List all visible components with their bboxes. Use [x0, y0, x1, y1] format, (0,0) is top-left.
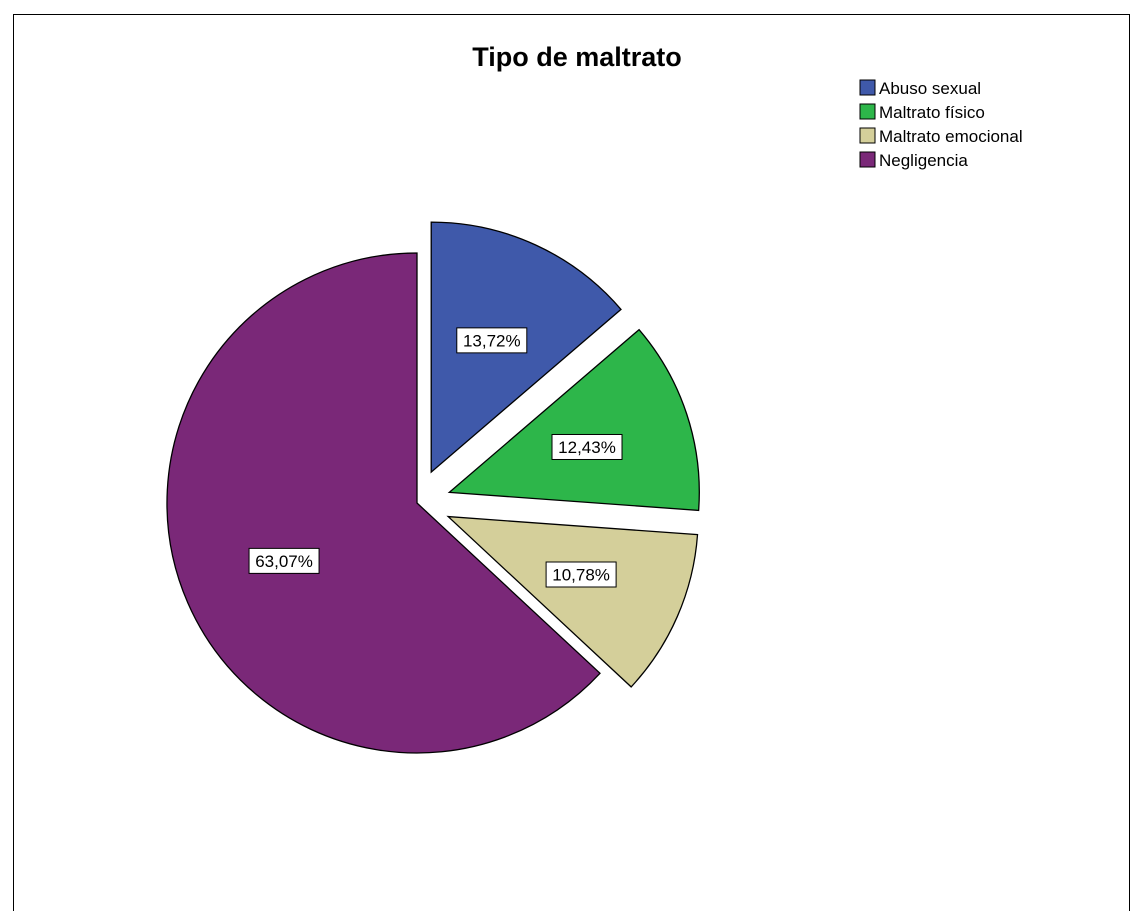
legend-swatch [859, 79, 876, 96]
data-label-text: 10,78% [552, 566, 610, 585]
legend-label: Negligencia [879, 151, 968, 170]
data-label-box [545, 561, 617, 588]
legend-label: Maltrato emocional [879, 127, 1023, 146]
data-label-text: 12,43% [558, 438, 616, 457]
data-label-box [551, 433, 623, 460]
data-label-3: 10,78% [545, 561, 617, 588]
legend-item-4: Negligencia [859, 151, 968, 170]
data-label-2: 12,43% [551, 433, 623, 460]
legend-swatch [859, 151, 876, 168]
pie-slice-4 [166, 252, 601, 754]
pie-slices [166, 221, 700, 754]
legend-label: Maltrato físico [879, 103, 985, 122]
data-labels: 13,72% 12,43% 10,78% 63,07% [248, 327, 623, 588]
legend-item-1: Abuso sexual [859, 79, 981, 98]
data-label-text: 63,07% [255, 552, 313, 571]
pie-slice-2 [447, 328, 700, 512]
chart-title: Tipo de maltrato [472, 42, 682, 72]
legend-item-2: Maltrato físico [859, 103, 985, 122]
data-label-4: 63,07% [248, 547, 320, 574]
legend-swatch [859, 103, 876, 120]
legend-swatch [859, 127, 876, 144]
legend-item-3: Maltrato emocional [859, 127, 1023, 146]
data-label-box [248, 547, 320, 574]
data-label-box [456, 327, 528, 354]
legend: Abuso sexual Maltrato físico Maltrato emoc… [859, 79, 1023, 170]
pie-slice-3 [446, 515, 699, 688]
data-label-1: 13,72% [456, 327, 528, 354]
data-label-text: 13,72% [463, 331, 521, 350]
legend-label: Abuso sexual [879, 79, 981, 98]
